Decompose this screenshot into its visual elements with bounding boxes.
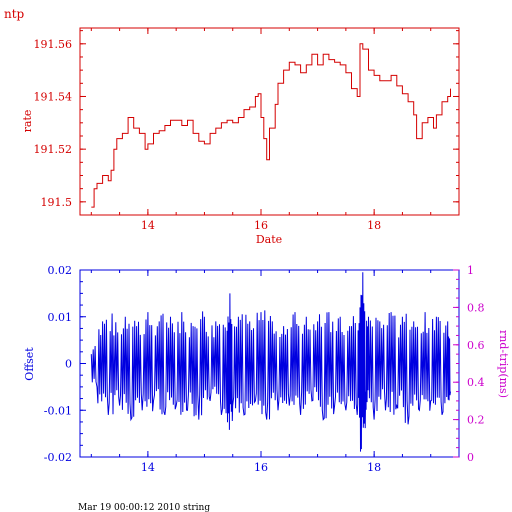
bottom-x-tick-label: 14 <box>141 461 155 474</box>
top-x-tick-label: 14 <box>141 219 155 232</box>
top-rate-series-line <box>91 43 451 208</box>
bottom-x-tick-label: 18 <box>367 461 381 474</box>
bottom-left-y-axis: -0.02 -0.01 0 0.01 0.02 <box>44 264 86 464</box>
top-y-tick-label: 191.54 <box>34 90 73 103</box>
bottom-right-y-tick-label: 0 <box>467 451 474 464</box>
top-x-tick-label: 18 <box>367 219 381 232</box>
bottom-right-y-tick-label: 0.2 <box>467 414 485 427</box>
bottom-left-y-tick-label: 0.01 <box>48 311 73 324</box>
bottom-right-y-axis: 0 0.2 0.4 0.6 0.8 1 <box>453 264 485 464</box>
bottom-left-y-tick-label: 0.02 <box>48 264 73 277</box>
top-y-tick-label: 191.5 <box>41 196 73 209</box>
bottom-left-y-tick-label: 0 <box>65 358 72 371</box>
bottom-right-y-tick-label: 1 <box>467 264 474 277</box>
bottom-left-y-axis-label: Offset <box>23 347 36 381</box>
bottom-right-y-tick-label: 0.8 <box>467 301 485 314</box>
bottom-left-y-tick-label: -0.01 <box>44 404 72 417</box>
footer-timestamp: Mar 19 00:00:12 2010 string <box>78 503 210 512</box>
top-corner-title: ntp <box>4 7 25 21</box>
bottom-offset-series-line <box>90 272 451 452</box>
bottom-right-y-tick-label: 0.6 <box>467 339 485 352</box>
bottom-left-y-tick-label: -0.02 <box>44 451 72 464</box>
bottom-x-axis: 14 16 18 <box>90 270 432 474</box>
top-y-tick-label: 191.52 <box>34 143 73 156</box>
bottom-right-y-tick-label: 0.4 <box>467 376 485 389</box>
top-y-tick-label: 191.56 <box>34 38 73 51</box>
top-x-tick-label: 16 <box>254 219 268 232</box>
top-x-axis-label: Date <box>256 233 282 246</box>
bottom-right-y-axis-label: rnd-trip(ms) <box>497 330 510 398</box>
top-y-axis: 191.5 191.52 191.54 191.56 <box>34 30 459 209</box>
bottom-x-tick-label: 16 <box>254 461 268 474</box>
top-y-axis-label: rate <box>21 110 34 133</box>
top-plot-frame <box>79 27 460 216</box>
top-x-axis: 14 16 18 <box>90 28 432 232</box>
